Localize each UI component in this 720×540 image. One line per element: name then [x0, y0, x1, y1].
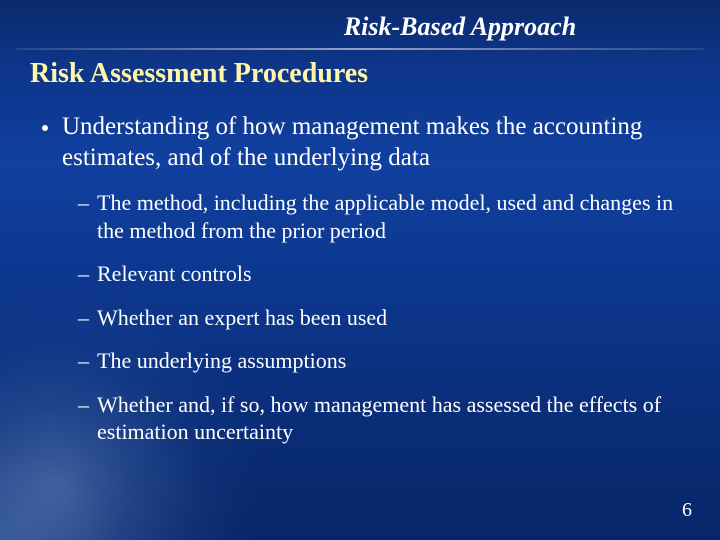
sub-item-text: Whether an expert has been used [97, 304, 387, 332]
sub-item-text: Relevant controls [97, 260, 252, 288]
sub-item-text: The underlying assumptions [97, 347, 346, 375]
slide-subtitle: Risk Assessment Procedures [30, 58, 368, 90]
bullet-dot-icon [42, 125, 48, 131]
slide-container: Risk-Based Approach Risk Assessment Proc… [0, 0, 720, 540]
header-title: Risk-Based Approach [0, 12, 720, 42]
sub-bullet-list: – The method, including the applicable m… [78, 189, 684, 446]
main-bullet-text: Understanding of how management makes th… [62, 112, 684, 173]
dash-icon: – [78, 304, 89, 332]
main-bullet-row: Understanding of how management makes th… [42, 112, 684, 173]
header-divider [16, 48, 704, 50]
sub-item-text: Whether and, if so, how management has a… [97, 391, 684, 446]
dash-icon: – [78, 260, 89, 288]
page-number: 6 [682, 499, 692, 522]
dash-icon: – [78, 347, 89, 375]
sub-item: – Whether and, if so, how management has… [78, 391, 684, 446]
sub-item: – Relevant controls [78, 260, 684, 288]
dash-icon: – [78, 391, 89, 419]
sub-item: – Whether an expert has been used [78, 304, 684, 332]
sub-item: – The underlying assumptions [78, 347, 684, 375]
sub-item: – The method, including the applicable m… [78, 189, 684, 244]
content-area: Understanding of how management makes th… [42, 112, 684, 462]
dash-icon: – [78, 189, 89, 217]
sub-item-text: The method, including the applicable mod… [97, 189, 684, 244]
